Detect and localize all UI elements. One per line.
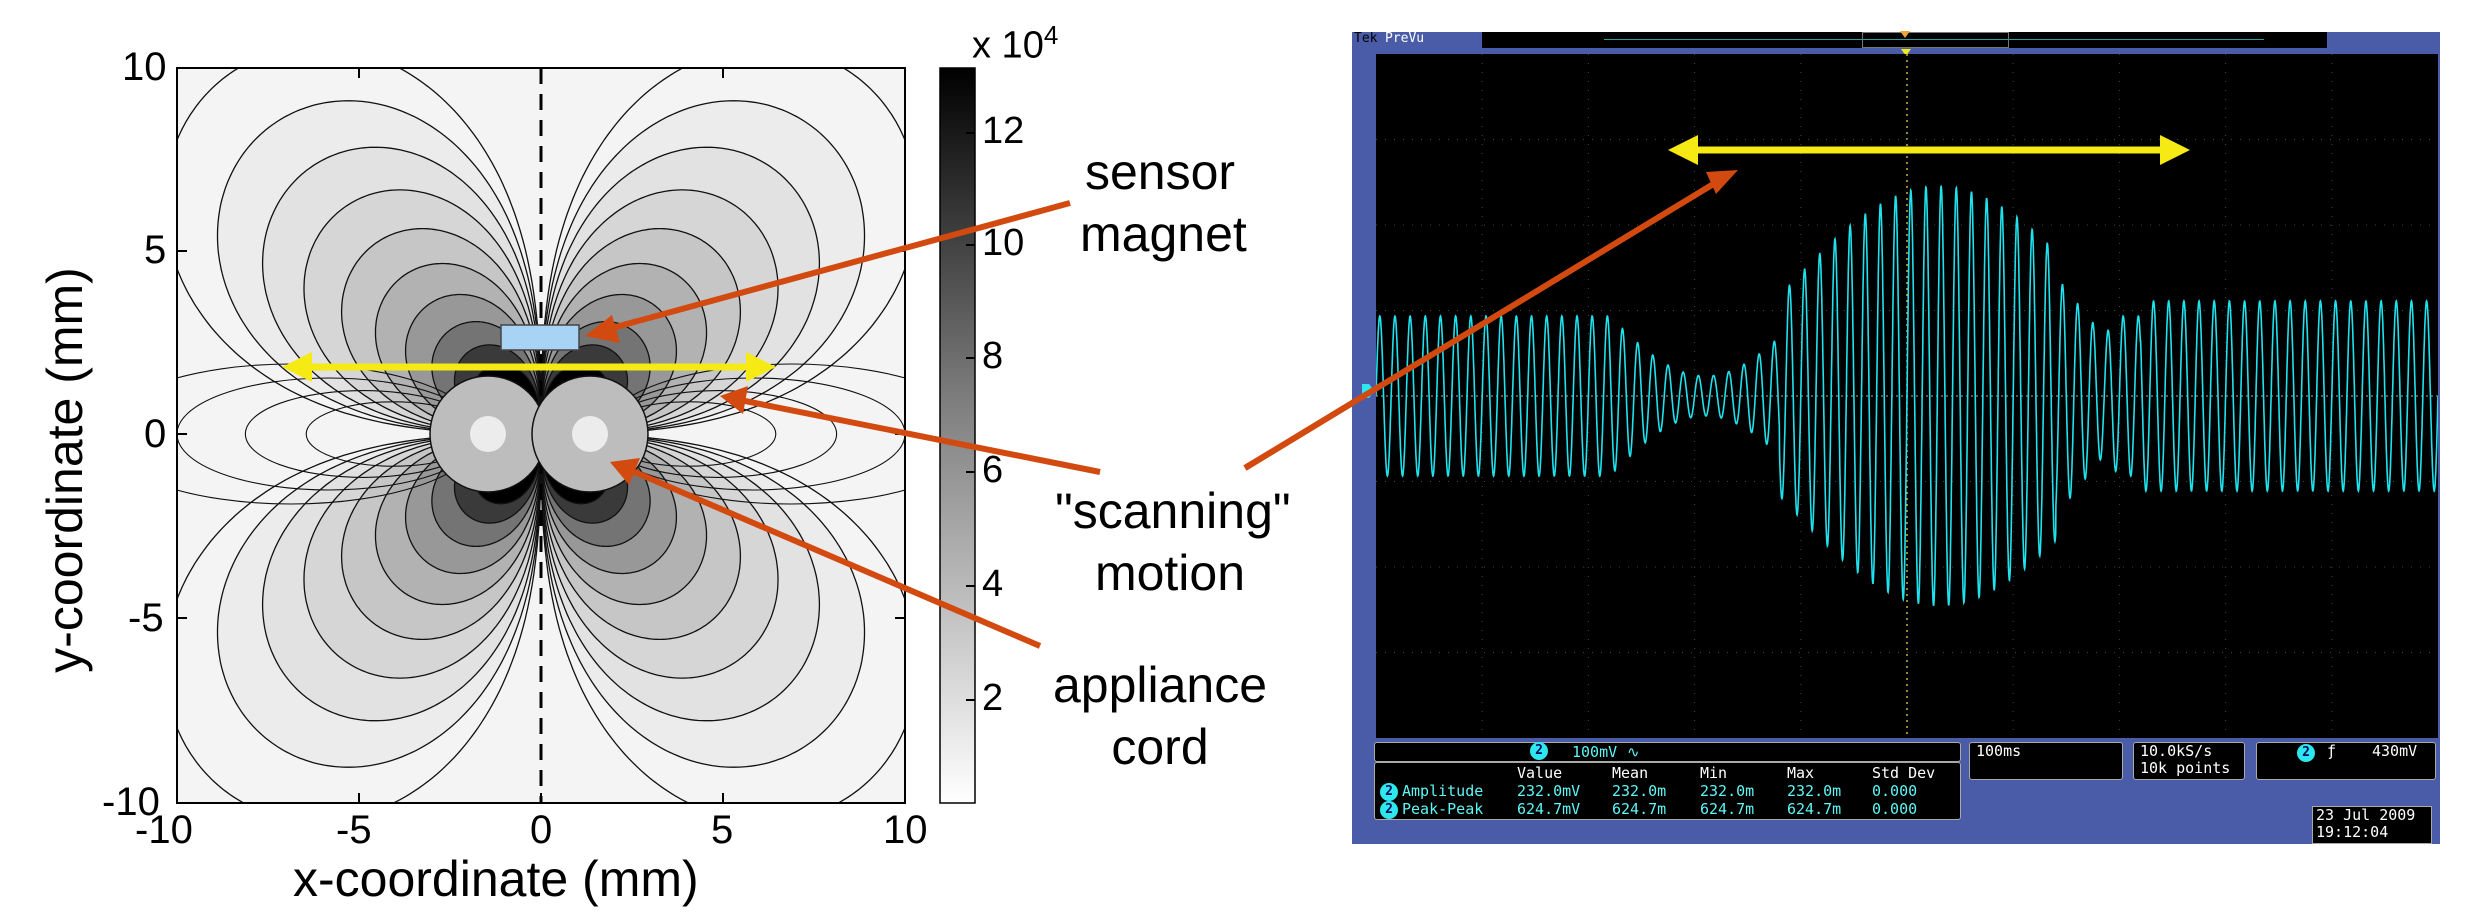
x-tick-label: 0 [530, 808, 553, 852]
meas-mean: 232.0m [1612, 782, 1667, 800]
sample-rate: 10.0kS/s [2140, 742, 2213, 760]
y-tick-label: -10 [102, 780, 160, 824]
annotation-line: magnet [1080, 206, 1247, 262]
meas-header: Max [1787, 764, 1815, 782]
meas-header: Value [1517, 764, 1563, 782]
scope-brand: Tek [1354, 31, 1378, 46]
trigger-level: 430mV [2372, 742, 2418, 760]
meas-header: Min [1700, 764, 1728, 782]
measurement-table [1374, 762, 1961, 820]
colorbar-tick-label: 10 [982, 222, 1025, 264]
y-axis-label: y-coordinate (mm) [37, 267, 93, 673]
trigger-channel-badge: 2 [2297, 744, 2315, 762]
channel-badge: 2 [1530, 742, 1548, 760]
scope-graticule [1376, 54, 2438, 738]
rising-edge-icon: ƒ [2327, 742, 2337, 760]
scope-date: 23 Jul 2009 [2316, 806, 2416, 824]
scanning-arrow-plot [282, 352, 776, 382]
colorbar-ticks [966, 132, 975, 701]
channel-ground-marker-icon [1362, 384, 1374, 398]
trigger-position-icon [1900, 31, 1910, 38]
meas-max: 624.7m [1787, 800, 1842, 818]
meas-min: 232.0m [1700, 782, 1755, 800]
scope-top-bar [1352, 32, 2440, 48]
timebase-value: 100ms [1976, 742, 2022, 760]
sensor-magnet-shape [500, 324, 580, 351]
x-tick-label: -5 [336, 808, 372, 852]
meas-mean: 624.7m [1612, 800, 1667, 818]
meas-name: Peak-Peak [1402, 800, 1484, 818]
record-overview-window [1862, 32, 2009, 48]
meas-channel-badge: 2 [1380, 801, 1398, 819]
annotation-line: motion [1094, 545, 1246, 601]
colorbar-tick-label: 8 [982, 335, 1004, 377]
annotation-line: cord [1111, 719, 1209, 775]
x-tick-label: 5 [711, 808, 734, 852]
y-tick-label: 5 [144, 228, 167, 272]
colorbar-exponent: 4 [1043, 20, 1059, 50]
scope-header-tab-right [2327, 32, 2440, 48]
meas-value: 232.0mV [1517, 782, 1581, 800]
scope-header-tab [1352, 32, 1482, 48]
conductor-left [470, 416, 506, 452]
meas-min: 624.7m [1700, 800, 1755, 818]
annotation-line: appliance [1052, 657, 1268, 713]
colorbar [939, 67, 976, 804]
meas-max: 232.0m [1787, 782, 1842, 800]
colorbar-tick-label: 4 [982, 563, 1004, 605]
y-tick-label: 0 [144, 412, 167, 456]
datetime-box [2312, 806, 2432, 844]
meas-std: 0.000 [1872, 800, 1918, 818]
annotation-scanning-motion: "scanning" motion [1055, 480, 1291, 604]
x-axis-label: x-coordinate (mm) [293, 851, 699, 907]
annotation-appliance-cord: appliance cord [1045, 654, 1275, 778]
annotation-line: "scanning" [1055, 483, 1291, 539]
meas-std: 0.000 [1872, 782, 1918, 800]
meas-header: Std Dev [1872, 764, 1936, 782]
annotation-line: sensor [1084, 144, 1236, 200]
colorbar-tick-label: 12 [982, 110, 1025, 152]
y-tick-label: -5 [128, 596, 164, 640]
meas-channel-badge: 2 [1380, 783, 1398, 801]
conductor-right [572, 416, 608, 452]
y-tick-label: 10 [122, 45, 167, 89]
channel-scale: 100mV [1572, 743, 1618, 761]
record-overview-line [1604, 39, 2264, 40]
scope-mode: PreVu [1385, 31, 1425, 46]
meas-header: Mean [1612, 764, 1649, 782]
meas-name: Amplitude [1402, 782, 1484, 800]
trigger-box [2256, 742, 2436, 780]
x-tick-label: -10 [135, 808, 193, 852]
channel-coupling-icon: ∿ [1627, 743, 1640, 761]
x-tick-label: 10 [883, 808, 928, 852]
colorbar-tick-label: 6 [982, 449, 1004, 491]
timebase-box [1969, 742, 2123, 780]
oscilloscope-screen: Tek PreVu 2 100mV ∿ 100ms 10.0kS/s 10k p… [1352, 31, 2440, 844]
acquisition-box [2133, 742, 2245, 780]
channel-readout-box [1374, 742, 1961, 762]
record-length: 10k points [2140, 759, 2231, 777]
colorbar-multiplier: x 104 [972, 20, 1059, 67]
scope-time: 19:12:04 [2316, 823, 2389, 841]
meas-value: 624.7mV [1517, 800, 1581, 818]
annotation-sensor-magnet: sensor magnet [1080, 141, 1247, 265]
trigger-marker-icon [1901, 49, 1911, 56]
colorbar-tick-label: 2 [982, 677, 1004, 719]
